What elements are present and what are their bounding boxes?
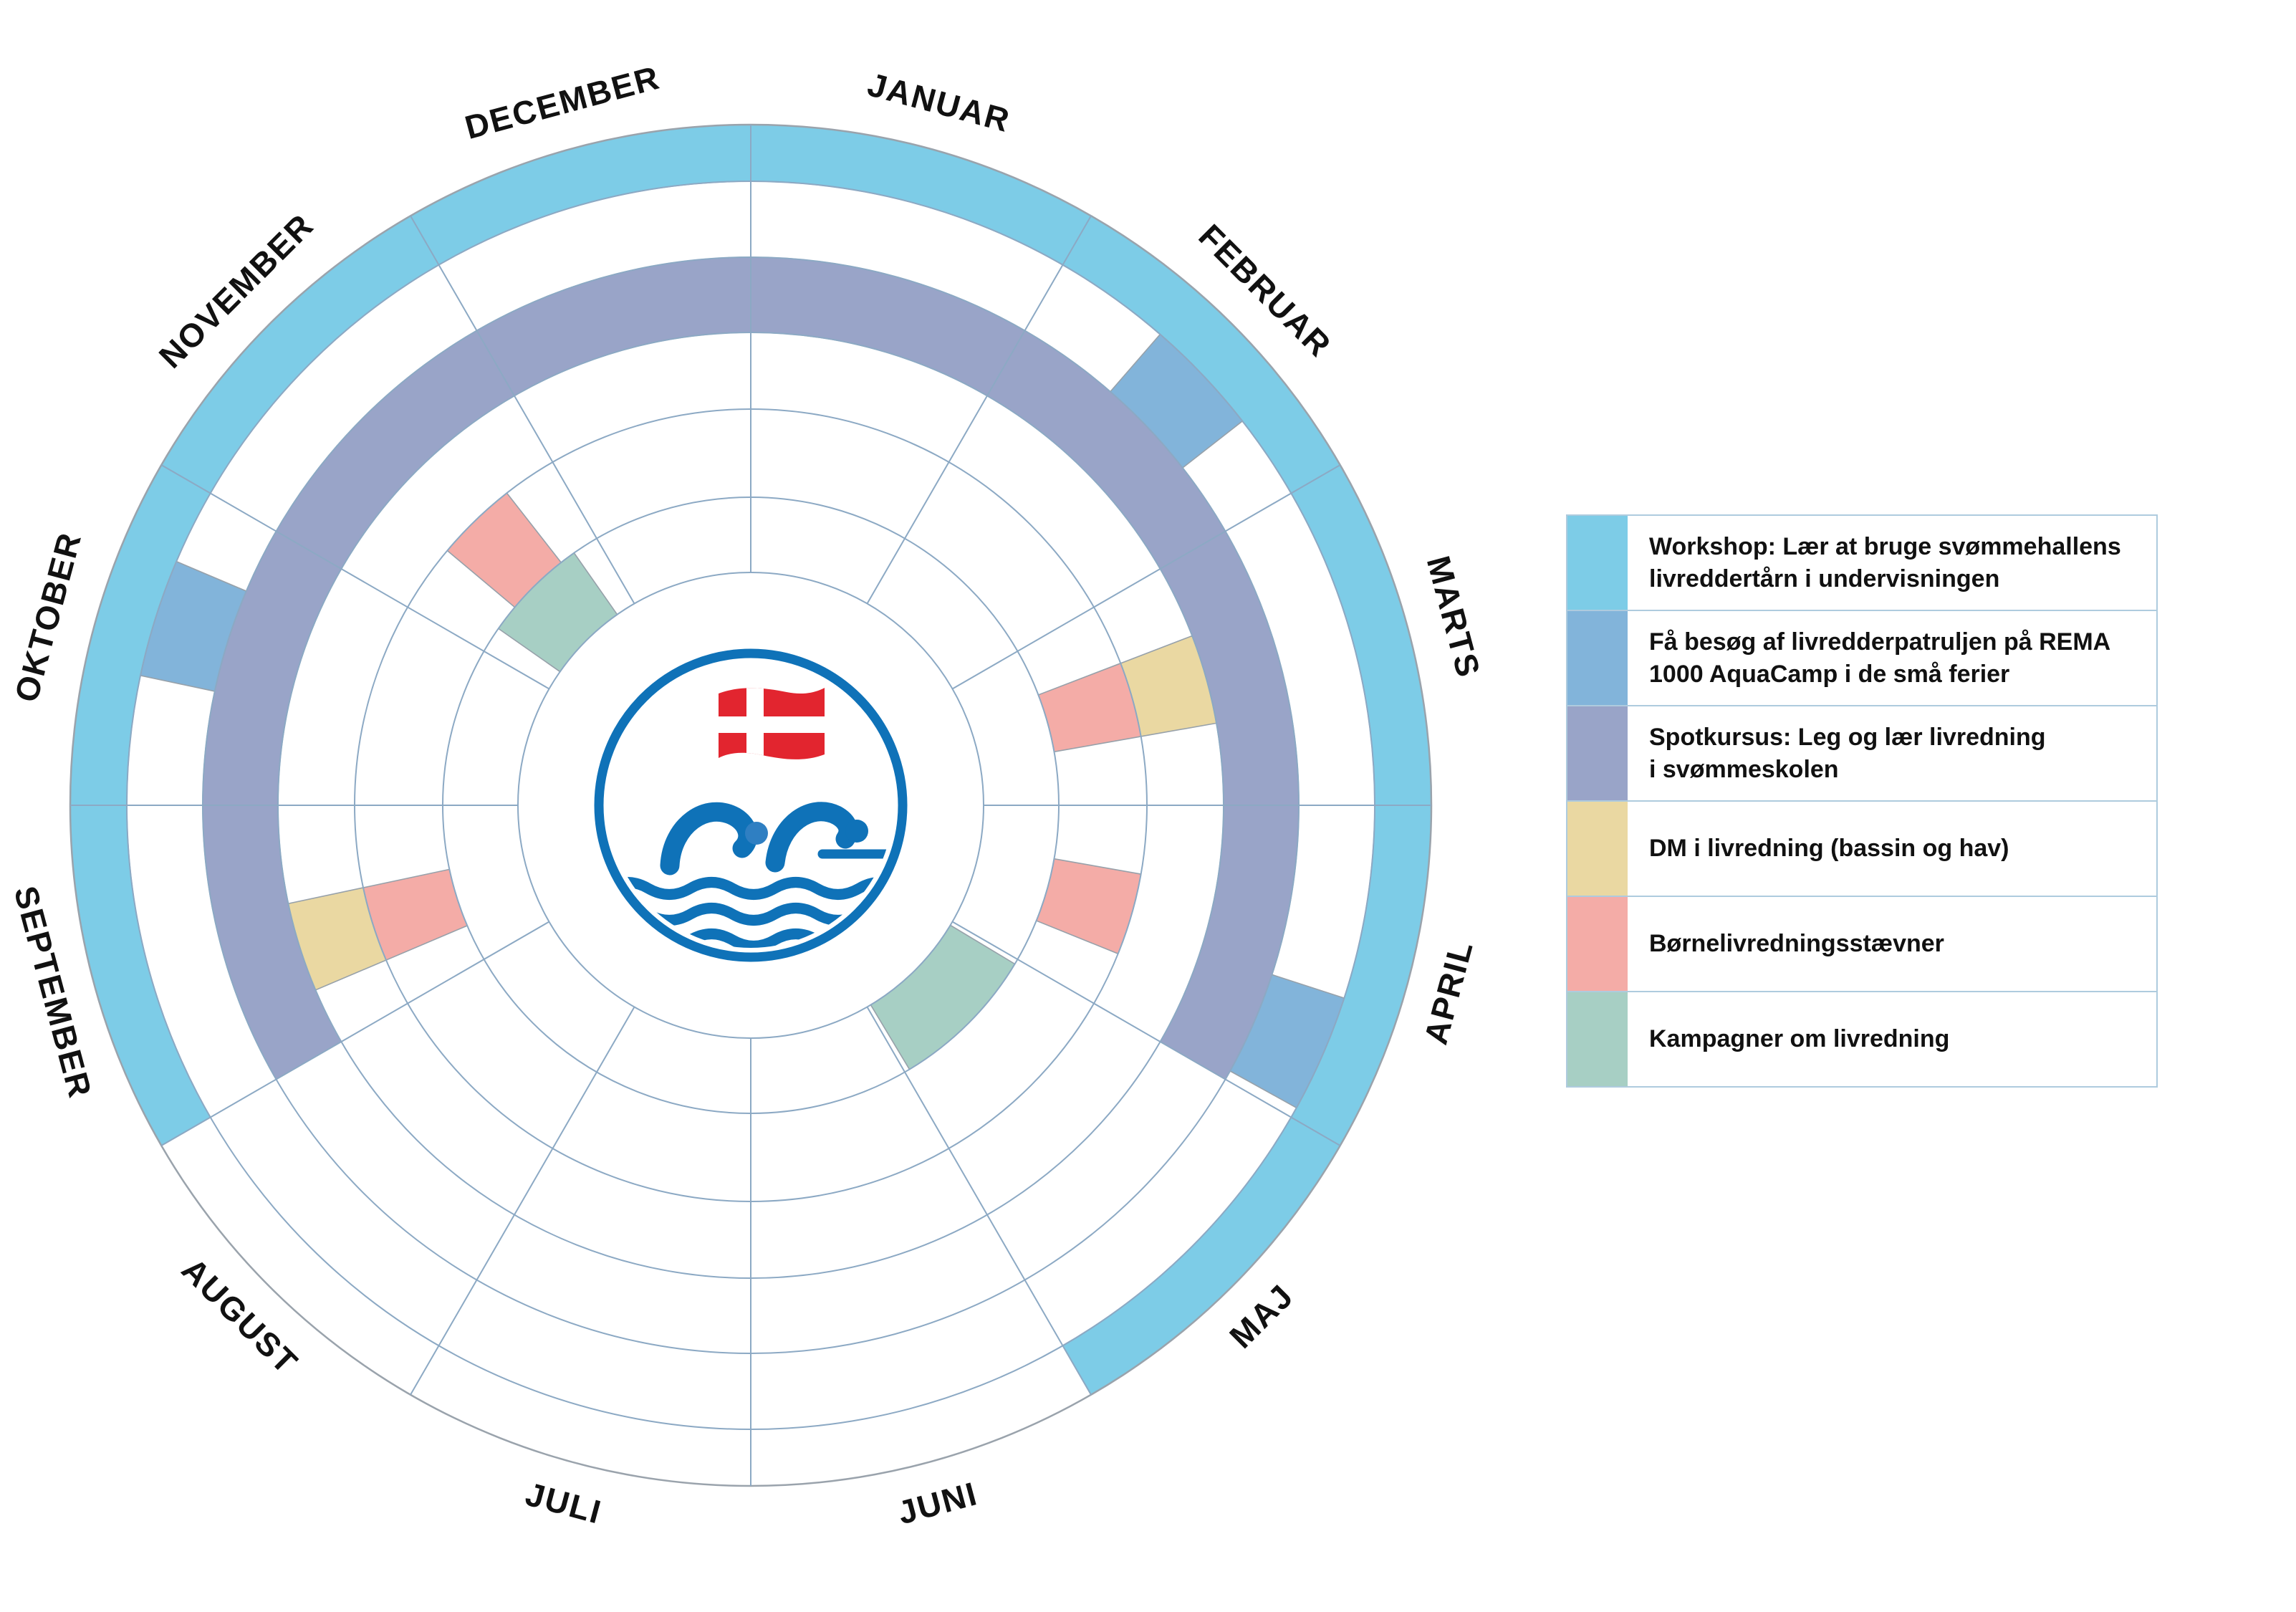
legend-swatch-kampagne bbox=[1567, 992, 1628, 1086]
segment-boerne bbox=[1035, 858, 1142, 955]
month-divider bbox=[410, 215, 635, 605]
month-divider bbox=[951, 921, 1341, 1146]
swimmer-left-head bbox=[745, 822, 768, 845]
month-divider bbox=[951, 464, 1341, 690]
month-divider bbox=[866, 215, 1092, 605]
legend-label: Kampagner om livredning bbox=[1649, 1025, 1950, 1053]
legend-label: Workshop: Lær at bruge svømmehallens liv… bbox=[1649, 532, 2121, 592]
legend-item-workshop: Workshop: Lær at bruge svømmehallens liv… bbox=[1566, 514, 2158, 611]
month-label-juni: JUNI bbox=[894, 1474, 981, 1531]
lifesaving-logo bbox=[594, 648, 908, 962]
month-divider bbox=[410, 1006, 635, 1396]
swimmer-right-head bbox=[845, 820, 868, 843]
legend-swatch-dm bbox=[1567, 802, 1628, 896]
flag-cross-horizontal bbox=[719, 716, 825, 733]
month-label-april: APRIL bbox=[1417, 936, 1481, 1048]
legend-item-spotkursus: Spotkursus: Leg og lær livredning i svøm… bbox=[1566, 705, 2158, 802]
legend-item-kampagne: Kampagner om livredning bbox=[1566, 991, 2158, 1088]
month-label-december: DECEMBER bbox=[461, 59, 663, 147]
legend-swatch-rema bbox=[1567, 611, 1628, 705]
month-label-marts: MARTS bbox=[1420, 552, 1488, 682]
legend-swatch-boerne bbox=[1567, 897, 1628, 991]
logo-circle bbox=[594, 648, 908, 962]
legend-label: Få besøg af livredderpatruljen på REMA 1… bbox=[1649, 628, 2111, 688]
legend: Workshop: Lær at bruge svømmehallens liv… bbox=[1566, 514, 2158, 1088]
legend-item-boerne: Børnelivredningsstævner bbox=[1566, 896, 2158, 992]
month-label-august: AUGUST bbox=[175, 1251, 306, 1382]
month-label-januar: JANUAR bbox=[864, 65, 1014, 139]
month-label-juli: JULI bbox=[522, 1475, 605, 1531]
segment-kampagne bbox=[870, 924, 1016, 1070]
month-label-maj: MAJ bbox=[1222, 1277, 1301, 1356]
month-divider bbox=[160, 921, 550, 1146]
month-label-oktober: OKTOBER bbox=[7, 528, 88, 706]
legend-label: Spotkursus: Leg og lær livredning i svøm… bbox=[1649, 723, 2046, 783]
legend-swatch-spotkursus bbox=[1567, 706, 1628, 800]
legend-swatch-workshop bbox=[1567, 516, 1628, 610]
legend-item-dm: DM i livredning (bassin og hav) bbox=[1566, 800, 2158, 897]
month-divider bbox=[866, 1006, 1092, 1396]
month-divider bbox=[160, 464, 550, 690]
legend-label: Børnelivredningsstævner bbox=[1649, 930, 1944, 958]
legend-item-rema: Få besøg af livredderpatruljen på REMA 1… bbox=[1566, 610, 2158, 706]
wave-line-1 bbox=[608, 877, 893, 900]
legend-label: DM i livredning (bassin og hav) bbox=[1649, 835, 2009, 863]
